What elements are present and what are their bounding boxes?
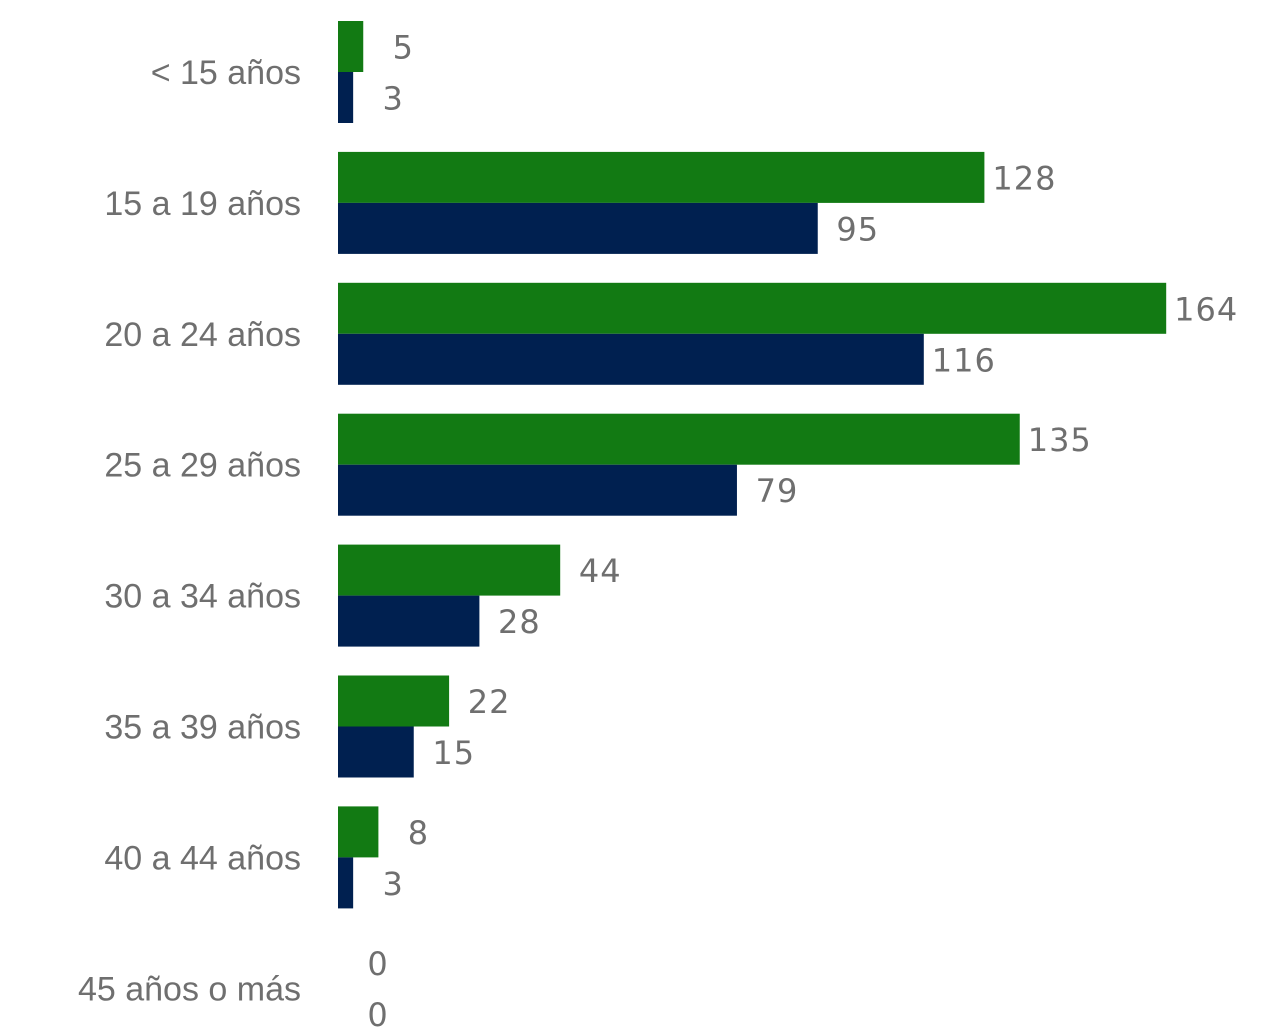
bar-series-1	[338, 151, 985, 203]
category-label: 45 años o más	[78, 970, 301, 1008]
category-label: 25 a 29 años	[104, 447, 301, 485]
bar-series-1	[338, 282, 1167, 334]
data-label: 164	[1174, 290, 1238, 328]
data-label: 22	[468, 683, 511, 721]
category-label: 30 a 34 años	[104, 578, 301, 616]
bar-series-2	[338, 333, 924, 385]
data-label: 8	[408, 814, 429, 852]
data-label: 5	[393, 29, 414, 67]
data-label: 128	[992, 159, 1056, 197]
data-label: 95	[836, 210, 879, 248]
category-label: 35 a 39 años	[104, 709, 301, 747]
bar-series-2	[338, 464, 737, 516]
category-label: < 15 años	[151, 54, 301, 92]
data-label: 44	[579, 552, 622, 590]
category-label: 20 a 24 años	[104, 316, 301, 354]
bar-series-1	[338, 675, 450, 727]
data-label: 0	[367, 996, 388, 1029]
data-label: 3	[382, 80, 403, 118]
bar-series-1	[338, 413, 1020, 465]
bar-series-2	[338, 72, 354, 123]
bar-series-1	[338, 544, 561, 596]
data-label: 135	[1028, 421, 1092, 459]
bar-series-2	[338, 726, 414, 778]
data-label: 28	[498, 603, 541, 641]
category-label: 15 a 19 años	[104, 185, 301, 223]
bar-series-2	[338, 857, 354, 909]
data-label: 0	[367, 945, 388, 983]
data-label: 3	[382, 865, 403, 903]
bar-series-1	[338, 806, 379, 858]
bar-series-2	[338, 595, 480, 647]
bar-series-2	[338, 202, 818, 254]
category-label: 40 a 44 años	[104, 839, 301, 877]
data-label: 79	[756, 472, 799, 510]
data-label: 116	[932, 341, 996, 379]
data-label: 15	[432, 734, 475, 772]
bar-series-1	[338, 21, 364, 72]
